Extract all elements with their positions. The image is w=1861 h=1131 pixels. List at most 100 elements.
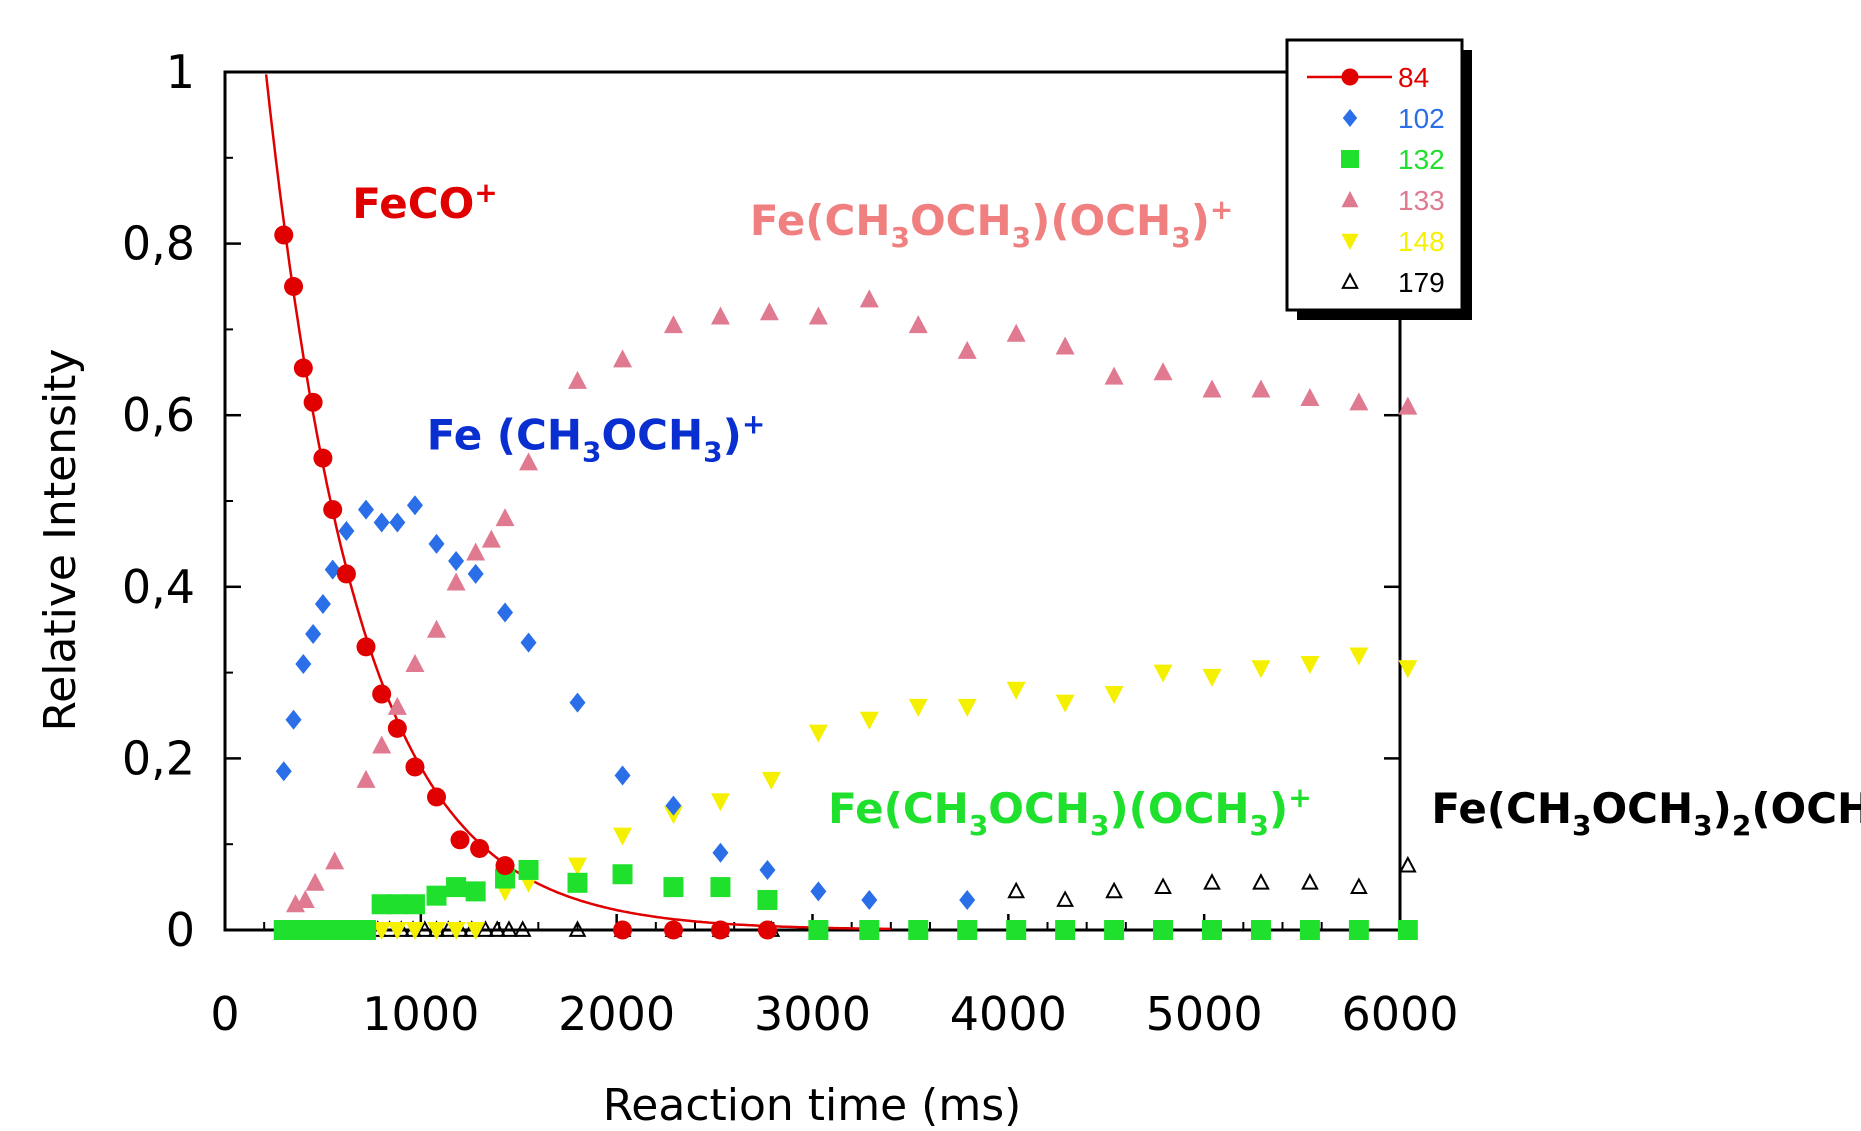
series-179-point	[1203, 873, 1221, 890]
series-148-point	[761, 771, 781, 790]
series-84-point	[495, 856, 515, 876]
annotation-part: +	[1210, 193, 1233, 226]
legend-marker-102	[1342, 109, 1358, 127]
legend-label-132: 132	[1398, 144, 1445, 175]
annotation-label: Fe(CH3OCH3)(OCH3)+	[828, 781, 1312, 842]
series-102-point	[467, 563, 484, 584]
series-84-point	[274, 225, 294, 245]
annotation-part: 3	[1012, 221, 1031, 254]
series-148-point	[859, 711, 879, 730]
series-148-point	[1349, 647, 1369, 666]
series-133-point	[1153, 362, 1173, 381]
annotation-part: OCH	[601, 411, 703, 460]
series-133-point	[405, 654, 425, 673]
y-axis-tick-labels: 0 0,2 0,4 0,6 0,8 1	[122, 45, 195, 957]
x-axis-title: Reaction time (ms)	[603, 1080, 1022, 1131]
series-133-point	[1202, 379, 1222, 398]
y-tick-label: 0,8	[122, 217, 195, 271]
series-179-point	[1154, 877, 1172, 894]
series-133-point	[663, 315, 683, 334]
series-132-point	[1006, 920, 1027, 940]
series-102-point	[373, 512, 390, 533]
series-133-point	[519, 452, 539, 471]
series-148-point	[1055, 694, 1075, 713]
annotation-part: )	[1269, 784, 1288, 833]
series-148-point	[1153, 664, 1173, 683]
series-102-point	[497, 602, 514, 623]
series-179-point	[1350, 877, 1368, 894]
series-133-point	[613, 349, 633, 368]
series-133-point	[1104, 366, 1124, 385]
series-102-point	[285, 709, 302, 730]
series-84-point	[663, 920, 683, 940]
series-179-point	[568, 920, 587, 937]
series-84-point	[427, 787, 446, 807]
series-179-point	[1056, 890, 1074, 907]
series-102	[275, 495, 976, 910]
annotation-part: 3	[1693, 809, 1712, 842]
annotation-part: Fe(CH	[750, 196, 891, 245]
annotation-part: OCH	[1591, 784, 1693, 833]
x-tick-label: 2000	[558, 987, 675, 1041]
annotation-part: )	[1191, 196, 1210, 245]
series-132-point	[757, 889, 778, 910]
series-132-point	[612, 864, 633, 885]
series-133-point	[859, 289, 879, 308]
annotation-label: Fe(CH3OCH3)(OCH3)+	[750, 193, 1234, 254]
series-133-point	[1055, 336, 1075, 355]
series-132-point	[387, 894, 408, 915]
series-133-point	[1398, 396, 1418, 415]
annotation-part: )(OCH	[1109, 784, 1249, 833]
legend-label-133: 133	[1398, 185, 1445, 216]
annotation-part: )	[723, 411, 742, 460]
legend-marker-148	[1341, 233, 1359, 250]
series-132-point	[808, 920, 829, 940]
series-133-point	[808, 306, 828, 325]
series-179-point	[476, 920, 495, 937]
series-102-point	[665, 795, 682, 816]
series-148-point	[1104, 686, 1124, 705]
annotation-part: 2	[1732, 809, 1751, 842]
series-133-point	[387, 696, 407, 715]
series-132-point	[1299, 920, 1320, 940]
x-tick-label: 0	[210, 987, 239, 1041]
series-148-point	[446, 922, 466, 940]
series-84-point	[323, 500, 343, 520]
annotation-part: 3	[703, 436, 722, 469]
series-179-point	[415, 920, 434, 937]
series-133-point	[372, 735, 392, 754]
series-84	[274, 225, 777, 940]
series-133-point	[1300, 388, 1320, 407]
annotations-layer: FeCO+Fe (CH3OCH3)+Fe(CH3OCH3)(OCH3)+Fe(C…	[352, 176, 1861, 842]
series-133-point	[305, 872, 325, 891]
series-132-point	[908, 920, 929, 940]
series-132-point	[426, 885, 447, 906]
legend-label-179: 179	[1398, 267, 1445, 298]
series-132-point	[465, 881, 486, 902]
y-tick-label: 0,2	[122, 731, 195, 785]
annotation-part: 3	[969, 809, 988, 842]
annotation-part: +	[1288, 781, 1311, 814]
series-148-point	[957, 698, 977, 717]
series-102-point	[614, 765, 631, 786]
x-tick-label: 4000	[950, 987, 1067, 1041]
annotation-part: +	[474, 176, 497, 209]
series-148-point	[613, 827, 633, 846]
series-132-point	[567, 872, 588, 893]
series-148-point	[405, 922, 425, 940]
series-179-point	[500, 920, 518, 937]
annotation-part: 3	[1250, 809, 1269, 842]
x-tick-label: 5000	[1146, 987, 1263, 1041]
y-tick-label: 1	[166, 45, 195, 99]
legend-marker-84	[1341, 68, 1359, 86]
series-102-point	[759, 859, 776, 880]
series-132-point	[1397, 920, 1418, 940]
annotation-part: 3	[1090, 809, 1109, 842]
series-179-point	[1105, 881, 1123, 899]
series-133-point	[908, 315, 928, 334]
annotation-part: 3	[1572, 809, 1591, 842]
series-133-point	[710, 306, 730, 325]
series-148-point	[710, 793, 730, 812]
series-102-point	[389, 512, 406, 533]
series-102-point	[324, 559, 341, 580]
